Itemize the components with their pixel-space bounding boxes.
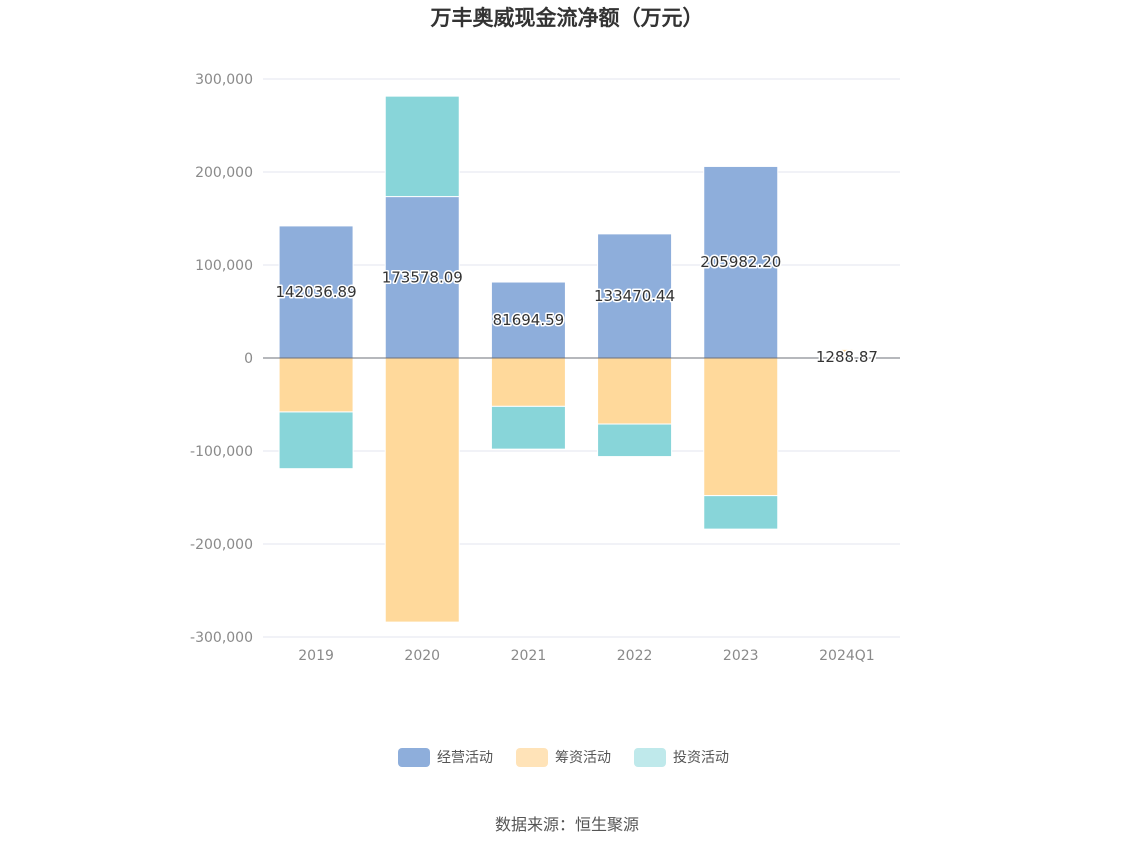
y-tick-label: 200,000 (195, 165, 253, 181)
bar-2-1 (384, 95, 460, 198)
data-label: 81694.59 (493, 311, 565, 329)
bar-0-4 (703, 165, 779, 359)
bar-1-2 (490, 357, 566, 407)
bar-0-2 (490, 281, 566, 359)
bar-1-4 (703, 357, 779, 497)
bar-0-3 (597, 233, 673, 359)
y-axis: 300,000 200,000 100,000 0 -100,000 -200,000 -3… (190, 72, 253, 646)
data-labels: 142036.89 173578.09 81694.59 133470.44 20598… (274, 252, 879, 368)
data-label: 173578.09 (382, 268, 463, 286)
data-label: 205982.20 (700, 253, 781, 271)
bar-1-0 (278, 357, 354, 413)
y-tick-label: -100,000 (190, 444, 253, 460)
grid-lines (263, 78, 900, 638)
bar-1-1 (384, 357, 460, 623)
bar-2-4 (703, 495, 779, 530)
x-axis: 2019 2020 2021 2022 2023 2024Q1 (298, 648, 874, 664)
y-tick-label: -200,000 (190, 537, 253, 553)
y-tick-label: 100,000 (195, 258, 253, 274)
x-tick-label: 2019 (298, 648, 334, 664)
legend-swatch (398, 748, 430, 767)
y-tick-label: -300,000 (190, 630, 253, 646)
data-label: 1288.87 (816, 348, 878, 366)
legend-label: 筹资活动 (555, 749, 611, 766)
source-note: 数据来源：恒生聚源 (495, 815, 639, 834)
x-tick-label: 2024Q1 (819, 648, 875, 664)
bar-1-5 (840, 348, 854, 358)
bar-2-3 (597, 423, 673, 458)
chart-title: 万丰奥威现金流净额（万元） (430, 6, 704, 30)
y-tick-label: 0 (244, 351, 253, 367)
legend-label: 经营活动 (437, 750, 493, 766)
bar-1-3 (597, 357, 673, 425)
x-tick-label: 2020 (404, 648, 440, 664)
bar-0-1 (384, 196, 460, 359)
legend-swatch (516, 748, 548, 767)
x-tick-label: 2023 (723, 648, 759, 664)
legend-label: 投资活动 (673, 750, 729, 766)
bar-2-2 (490, 405, 566, 450)
bar-2-0 (278, 411, 354, 470)
data-label: 142036.89 (276, 283, 357, 301)
y-tick-label: 300,000 (195, 72, 253, 88)
legend: 经营活动 筹资活动 投资活动 (398, 748, 729, 767)
x-tick-label: 2022 (617, 648, 653, 664)
x-tick-label: 2021 (511, 648, 547, 664)
bars (278, 95, 854, 623)
data-label: 133470.44 (594, 287, 675, 305)
legend-swatch (634, 748, 666, 767)
